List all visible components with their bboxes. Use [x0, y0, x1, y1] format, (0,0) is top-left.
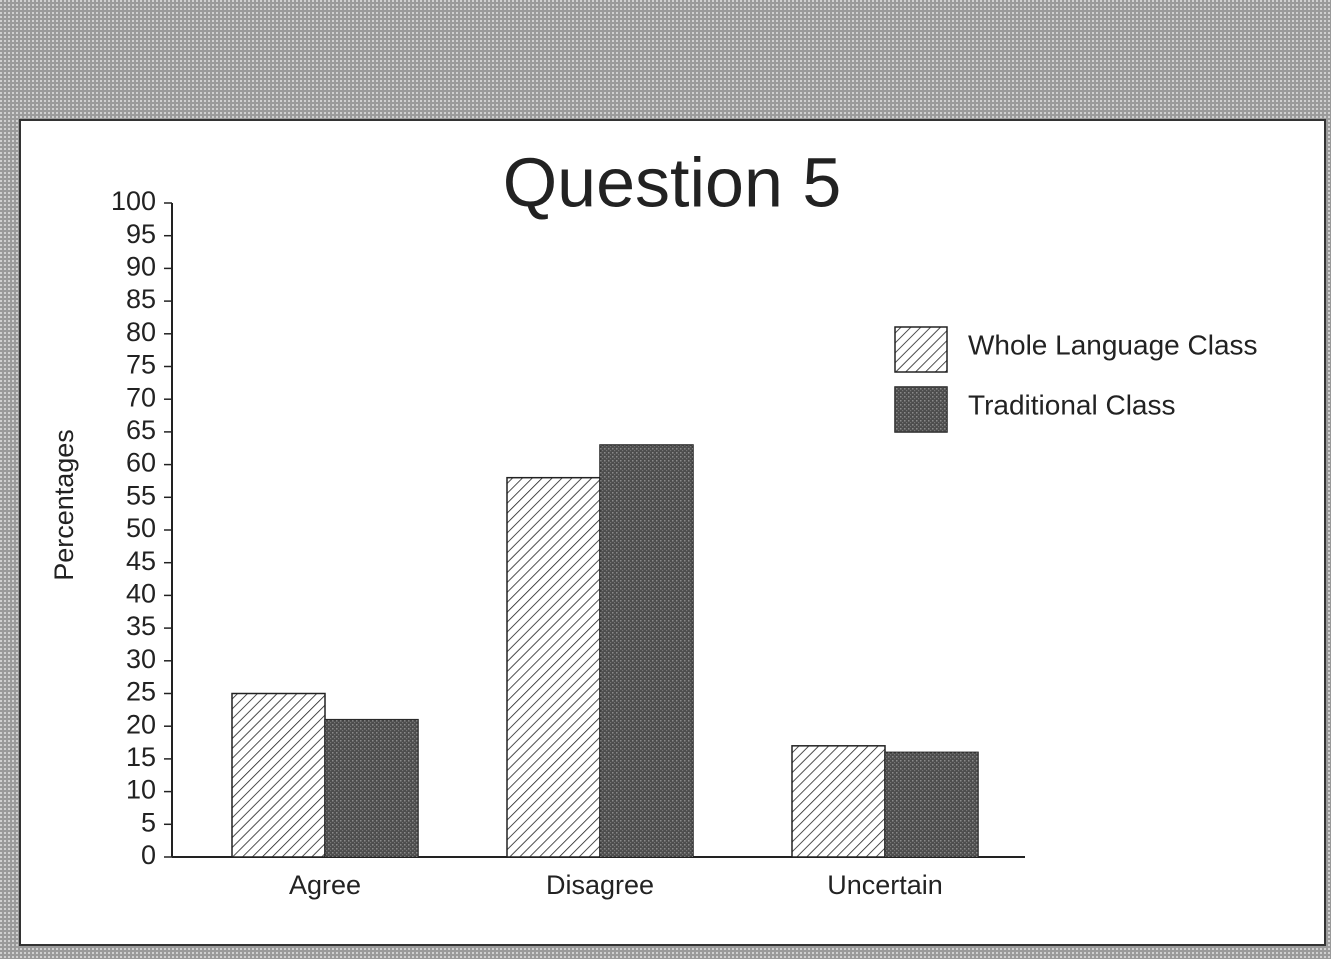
- legend-label: Traditional Class: [968, 389, 1175, 420]
- y-tick-label: 75: [126, 350, 156, 380]
- y-tick-label: 40: [126, 579, 156, 609]
- y-tick-label: 60: [126, 448, 156, 478]
- y-tick-label: 30: [126, 644, 156, 674]
- y-tick-label: 55: [126, 480, 156, 510]
- legend-swatch: [894, 326, 948, 373]
- y-tick-label: 50: [126, 513, 156, 543]
- y-axis-label: Percentages: [49, 429, 79, 581]
- y-tick-label: 100: [111, 186, 156, 216]
- y-tick-label: 90: [126, 252, 156, 282]
- y-tick-label: 80: [126, 317, 156, 347]
- bar: [791, 745, 886, 858]
- legend-label: Whole Language Class: [968, 329, 1258, 360]
- y-tick-label: 15: [126, 742, 156, 772]
- y-tick-label: 20: [126, 709, 156, 739]
- bar-texture: [325, 719, 418, 857]
- y-tick-label: 0: [141, 840, 156, 870]
- y-tick-label: 5: [141, 807, 156, 837]
- bar: [506, 476, 601, 858]
- y-tick-label: 25: [126, 677, 156, 707]
- x-tick-label: Disagree: [546, 870, 654, 900]
- x-tick-label: Uncertain: [827, 870, 943, 900]
- bar-texture: [600, 444, 693, 857]
- y-tick-label: 95: [126, 219, 156, 249]
- y-tick-label: 35: [126, 611, 156, 641]
- chart-title: Question 5: [503, 143, 842, 221]
- bar: [231, 692, 326, 858]
- legend-texture: [895, 387, 947, 432]
- y-tick-label: 70: [126, 382, 156, 412]
- x-tick-label: Agree: [289, 870, 361, 900]
- y-tick-label: 45: [126, 546, 156, 576]
- bar-texture: [885, 752, 978, 857]
- y-tick-label: 85: [126, 284, 156, 314]
- y-tick-label: 10: [126, 775, 156, 805]
- y-tick-label: 65: [126, 415, 156, 445]
